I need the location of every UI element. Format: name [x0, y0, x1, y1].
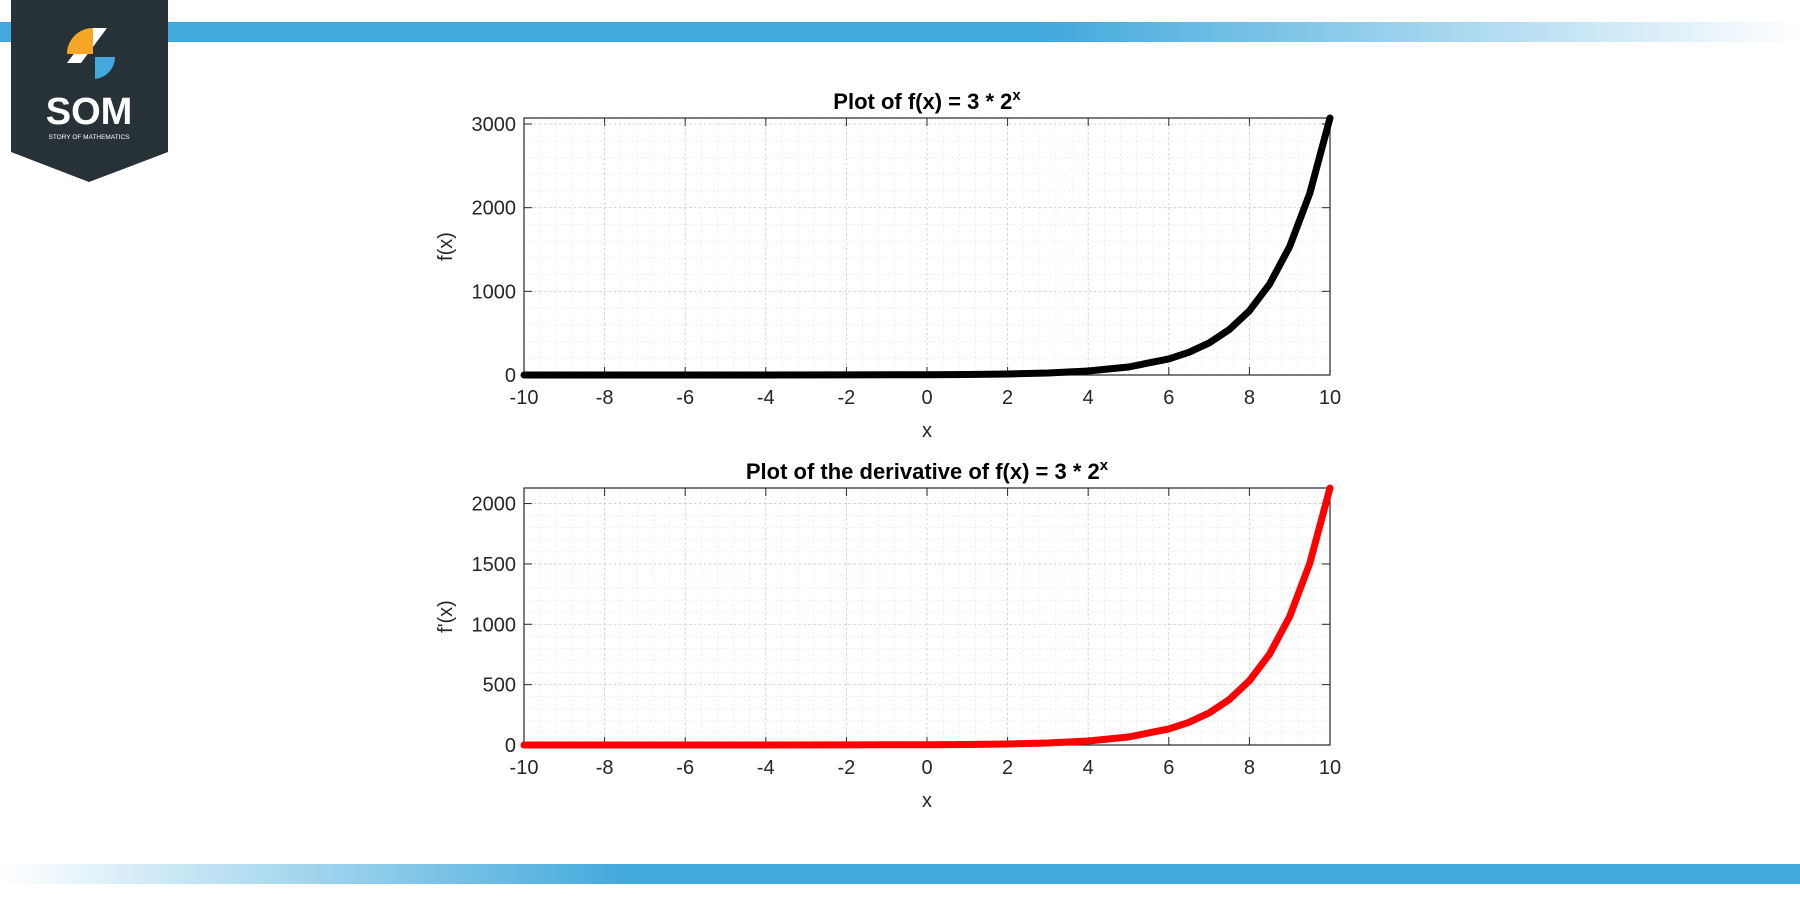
x-tick-label: 10	[1319, 757, 1341, 779]
som-logo-mark-icon	[67, 28, 116, 79]
plot-area	[524, 488, 1330, 745]
title-main: Plot of the derivative of f(x) = 3 * 2	[746, 459, 1100, 484]
x-tick-label: -8	[596, 757, 614, 779]
x-tick-label: -4	[757, 757, 775, 779]
x-tick-label: 0	[921, 387, 932, 409]
x-tick-label: 8	[1244, 387, 1255, 409]
logo-wordmark: SOM	[46, 91, 133, 133]
y-tick-label: 3000	[472, 114, 517, 136]
x-tick-label: -2	[838, 757, 856, 779]
x-tick-label: -10	[510, 757, 539, 779]
series-line-1	[520, 114, 1334, 379]
top-accent-band	[0, 22, 1800, 42]
y-tick-label: 1000	[472, 614, 517, 636]
x-tick-label: 4	[1083, 387, 1094, 409]
x-axis-label: x	[922, 790, 932, 812]
x-tick-label: -8	[596, 387, 614, 409]
x-tick-label: 2	[1002, 387, 1013, 409]
x-tick-label: 2	[1002, 757, 1013, 779]
plot-area	[524, 118, 1330, 375]
chart-title: Plot of f(x) = 3 * 2x	[833, 87, 1021, 114]
x-tick-label: 8	[1244, 757, 1255, 779]
bottom-accent-band	[0, 864, 1800, 884]
chart-title: Plot of the derivative of f(x) = 3 * 2x	[746, 457, 1109, 484]
title-main: Plot of f(x) = 3 * 2	[833, 89, 1012, 114]
y-tick-label: 500	[483, 675, 516, 697]
y-tick-label: 2000	[472, 198, 517, 220]
title-superscript: x	[1012, 87, 1021, 104]
chart-2: -10 -8 -6 -4 -2 0 2 4 6 8 10 0 500 1000 1500 2000 Plot o…	[435, 457, 1341, 812]
y-axis-label: f'(x)	[435, 600, 457, 633]
chart-1: -10 -8 -6 -4 -2 0 2 4 6 8 10 0 1000 2000 3000 Plot of f…	[435, 87, 1341, 442]
series-line-1	[520, 484, 1334, 749]
x-axis-label: x	[922, 420, 932, 442]
y-axis-label: f(x)	[435, 232, 457, 261]
x-tick-label: -10	[510, 387, 539, 409]
x-tick-label: -6	[676, 757, 694, 779]
x-tick-label: -4	[757, 387, 775, 409]
som-logo: SOM STORY OF MATHEMATICS	[11, 0, 168, 182]
x-tick-label: 4	[1083, 757, 1094, 779]
x-tick-label: 0	[921, 757, 932, 779]
y-tick-label: 0	[505, 365, 516, 387]
x-tick-label: 6	[1163, 387, 1174, 409]
title-superscript: x	[1100, 457, 1109, 474]
x-tick-label: 6	[1163, 757, 1174, 779]
y-tick-label: 0	[505, 735, 516, 757]
x-tick-label: 10	[1319, 387, 1341, 409]
logo-tagline: STORY OF MATHEMATICS	[48, 134, 130, 141]
y-tick-label: 2000	[472, 494, 517, 516]
x-tick-label: -2	[838, 387, 856, 409]
x-tick-label: -6	[676, 387, 694, 409]
y-tick-label: 1000	[472, 281, 517, 303]
y-tick-label: 1500	[472, 554, 517, 576]
